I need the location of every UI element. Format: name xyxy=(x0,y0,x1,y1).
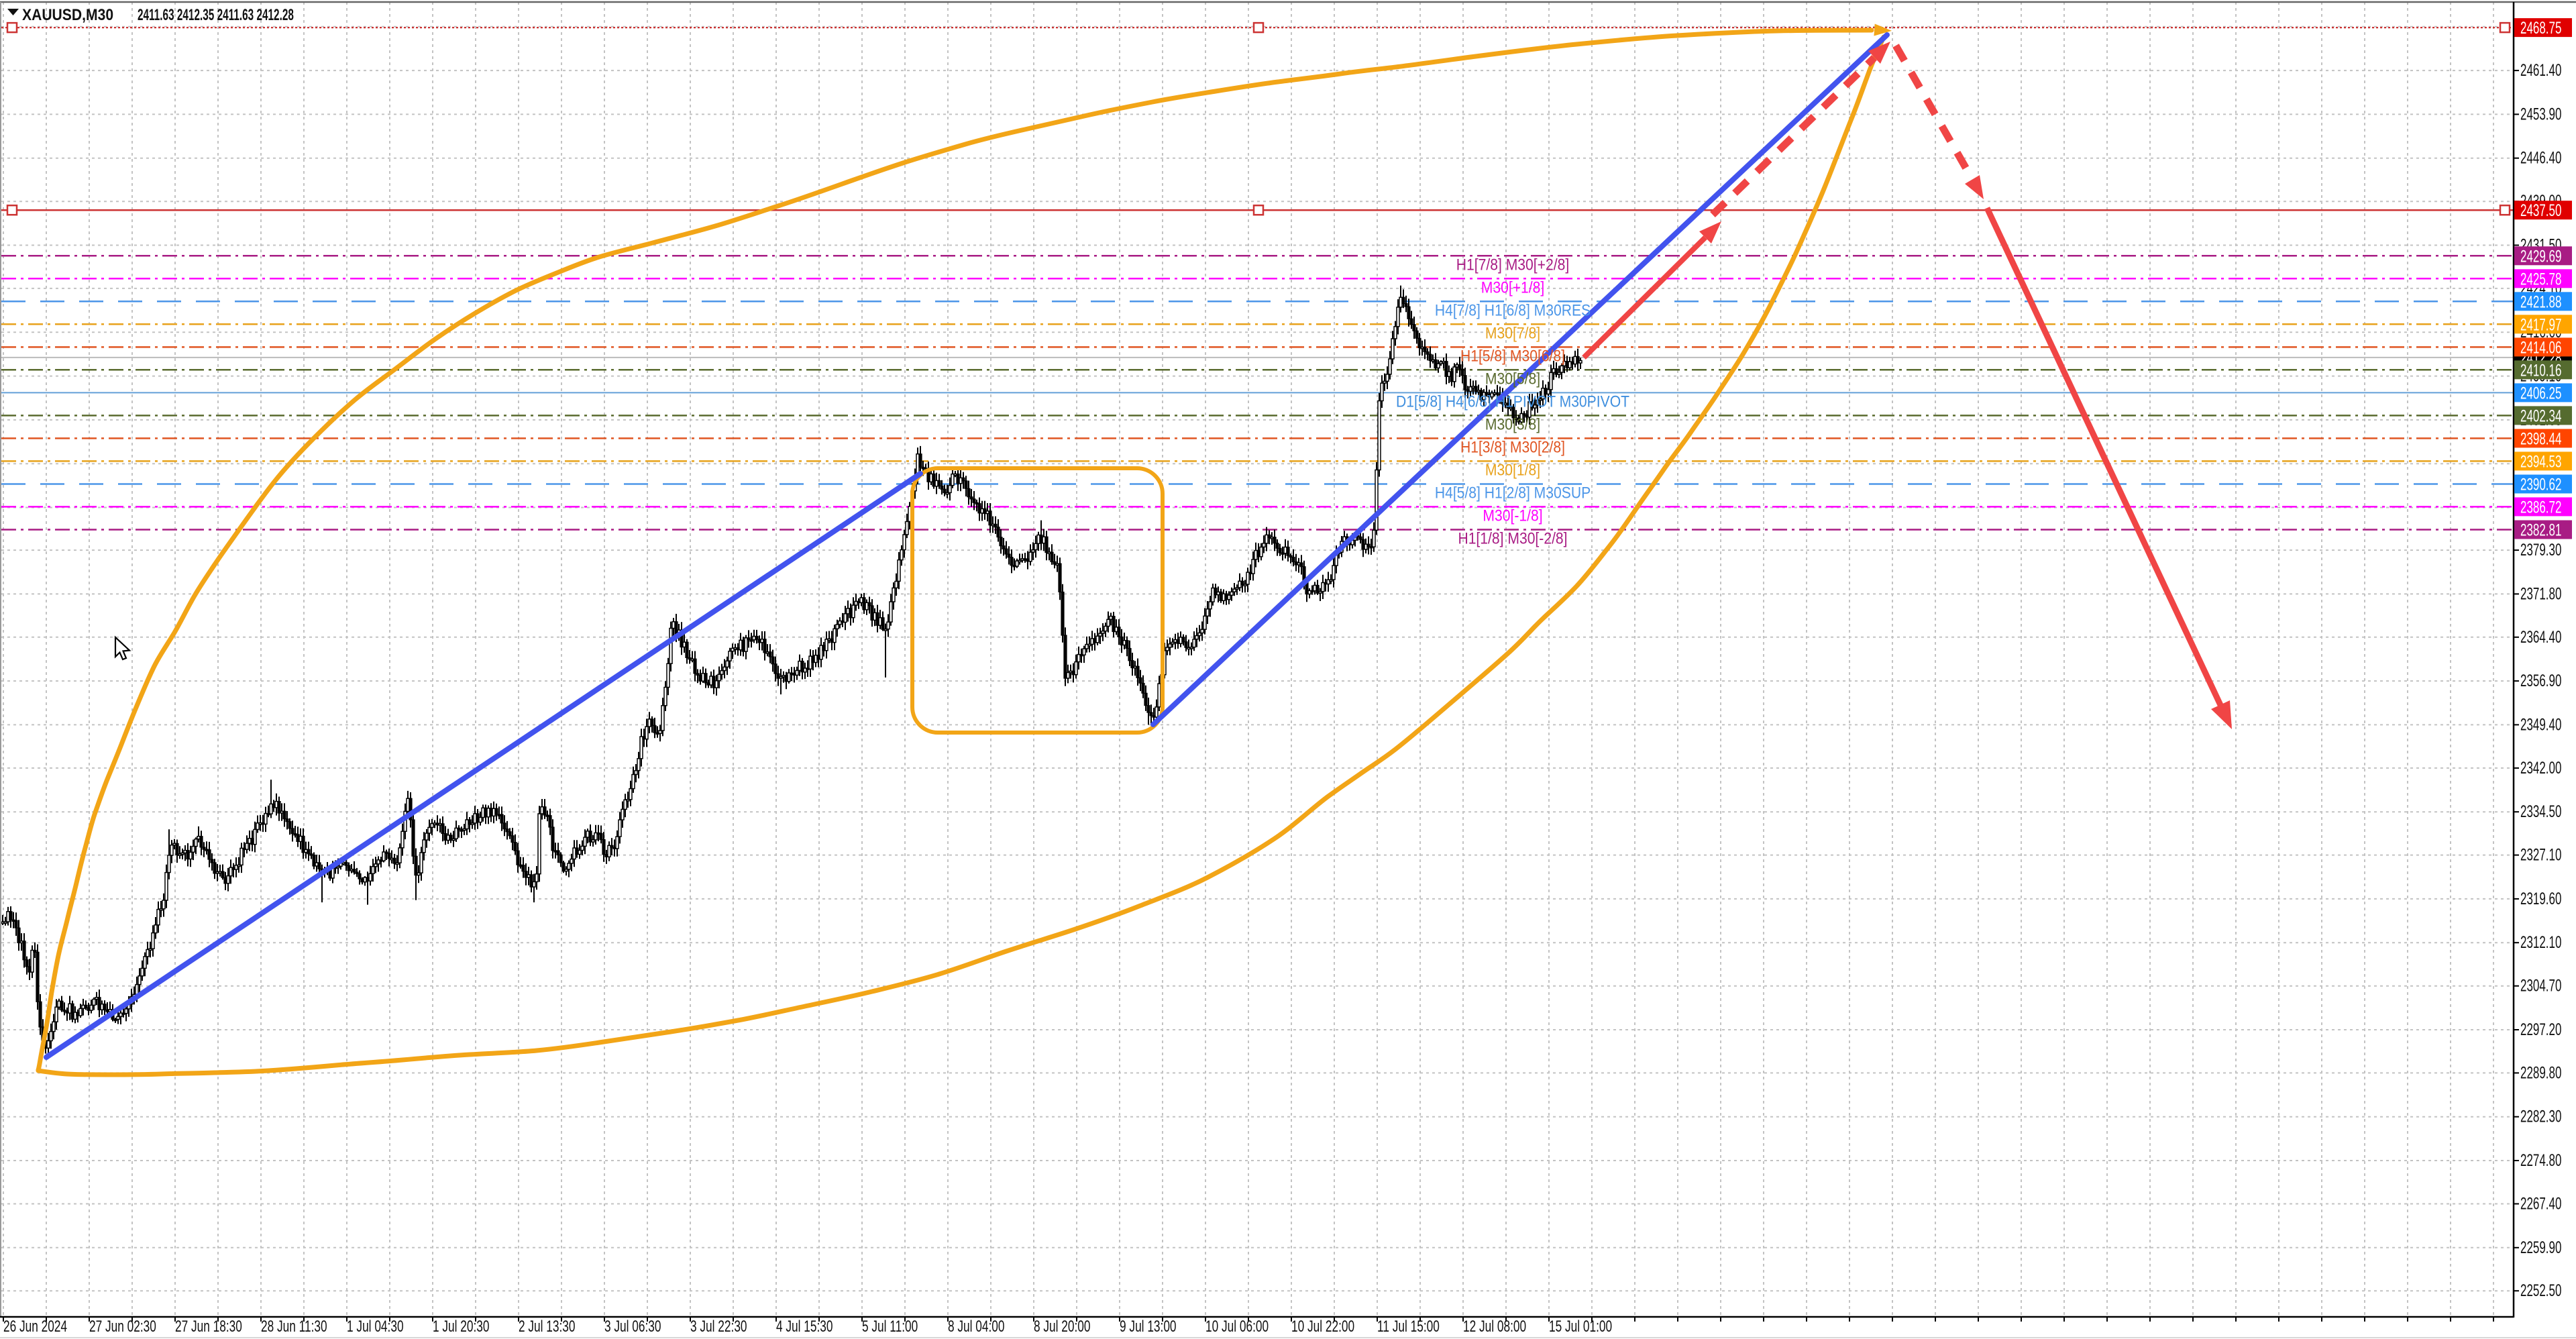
svg-text:2425.78: 2425.78 xyxy=(2520,270,2561,288)
svg-text:4 Jul 15:30: 4 Jul 15:30 xyxy=(776,1318,833,1335)
svg-text:9 Jul 13:00: 9 Jul 13:00 xyxy=(1120,1318,1177,1335)
svg-text:M30[5/8]: M30[5/8] xyxy=(1485,370,1540,388)
svg-text:XAUUSD,M30: XAUUSD,M30 xyxy=(22,6,113,24)
svg-text:26 Jun 2024: 26 Jun 2024 xyxy=(3,1318,67,1335)
svg-text:2437.50: 2437.50 xyxy=(2520,201,2561,220)
svg-text:15 Jul 01:00: 15 Jul 01:00 xyxy=(1549,1318,1612,1335)
svg-text:2453.90: 2453.90 xyxy=(2520,105,2561,123)
svg-text:H4[7/8] H1[6/8] M30RES: H4[7/8] H1[6/8] M30RES xyxy=(1435,301,1591,319)
svg-text:2252.50: 2252.50 xyxy=(2520,1281,2561,1300)
svg-text:2319.60: 2319.60 xyxy=(2520,890,2561,908)
svg-text:M30[-1/8]: M30[-1/8] xyxy=(1483,506,1542,525)
svg-text:2461.40: 2461.40 xyxy=(2520,61,2561,80)
svg-text:10 Jul 22:00: 10 Jul 22:00 xyxy=(1291,1318,1354,1335)
svg-text:2334.50: 2334.50 xyxy=(2520,802,2561,821)
svg-text:2386.72: 2386.72 xyxy=(2520,498,2561,517)
svg-text:H1[7/8] M30[+2/8]: H1[7/8] M30[+2/8] xyxy=(1456,256,1569,274)
svg-text:2410.16: 2410.16 xyxy=(2520,361,2561,380)
svg-text:12 Jul 08:00: 12 Jul 08:00 xyxy=(1463,1318,1526,1335)
svg-text:2342.00: 2342.00 xyxy=(2520,759,2561,778)
svg-text:2364.40: 2364.40 xyxy=(2520,628,2561,647)
svg-text:3 Jul 06:30: 3 Jul 06:30 xyxy=(604,1318,661,1335)
svg-text:2402.34: 2402.34 xyxy=(2520,407,2561,425)
svg-text:2394.53: 2394.53 xyxy=(2520,452,2561,471)
svg-text:2282.30: 2282.30 xyxy=(2520,1107,2561,1126)
svg-text:2414.06: 2414.06 xyxy=(2520,338,2561,357)
svg-text:M30[+1/8]: M30[+1/8] xyxy=(1481,278,1544,297)
svg-text:2417.97: 2417.97 xyxy=(2520,315,2561,334)
svg-text:2446.40: 2446.40 xyxy=(2520,148,2561,167)
svg-text:2274.80: 2274.80 xyxy=(2520,1151,2561,1170)
svg-text:H4[5/8] H1[2/8] M30SUP: H4[5/8] H1[2/8] M30SUP xyxy=(1435,484,1591,502)
svg-text:M30[3/8]: M30[3/8] xyxy=(1485,415,1540,433)
svg-text:3 Jul 22:30: 3 Jul 22:30 xyxy=(690,1318,747,1335)
svg-text:8 Jul 04:00: 8 Jul 04:00 xyxy=(948,1318,1005,1335)
svg-text:D1[5/8] H4[6/8] H1PIVOT M30PIV: D1[5/8] H4[6/8] H1PIVOT M30PIVOT xyxy=(1396,392,1629,411)
svg-text:M30[7/8]: M30[7/8] xyxy=(1485,324,1540,342)
svg-text:8 Jul 20:00: 8 Jul 20:00 xyxy=(1034,1318,1091,1335)
svg-text:27 Jun 18:30: 27 Jun 18:30 xyxy=(175,1318,242,1335)
svg-text:H1[3/8] M30[2/8]: H1[3/8] M30[2/8] xyxy=(1460,438,1565,456)
svg-text:2406.25: 2406.25 xyxy=(2520,384,2561,403)
svg-text:2398.44: 2398.44 xyxy=(2520,429,2561,448)
svg-text:2289.80: 2289.80 xyxy=(2520,1063,2561,1082)
svg-text:2259.90: 2259.90 xyxy=(2520,1238,2561,1257)
svg-text:2267.40: 2267.40 xyxy=(2520,1194,2561,1213)
svg-text:2379.30: 2379.30 xyxy=(2520,541,2561,559)
svg-text:5 Jul 11:00: 5 Jul 11:00 xyxy=(862,1318,918,1335)
svg-text:M30[1/8]: M30[1/8] xyxy=(1485,461,1540,479)
svg-text:27 Jun 02:30: 27 Jun 02:30 xyxy=(89,1318,156,1335)
svg-text:2312.10: 2312.10 xyxy=(2520,933,2561,952)
svg-text:2411.63 2412.35 2411.63 2412.2: 2411.63 2412.35 2411.63 2412.28 xyxy=(138,7,294,24)
svg-text:2421.88: 2421.88 xyxy=(2520,292,2561,311)
svg-text:2390.62: 2390.62 xyxy=(2520,475,2561,494)
svg-text:10 Jul 06:00: 10 Jul 06:00 xyxy=(1205,1318,1269,1335)
svg-text:2382.81: 2382.81 xyxy=(2520,521,2561,539)
svg-text:1 Jul 20:30: 1 Jul 20:30 xyxy=(433,1318,490,1335)
svg-text:H1[5/8] M30[6/8]: H1[5/8] M30[6/8] xyxy=(1460,347,1565,365)
svg-text:2349.40: 2349.40 xyxy=(2520,715,2561,734)
svg-text:2297.20: 2297.20 xyxy=(2520,1020,2561,1039)
svg-text:28 Jun 11:30: 28 Jun 11:30 xyxy=(261,1318,327,1335)
svg-text:2356.90: 2356.90 xyxy=(2520,672,2561,690)
svg-text:2468.75: 2468.75 xyxy=(2520,19,2561,38)
svg-text:2371.80: 2371.80 xyxy=(2520,584,2561,603)
svg-text:2 Jul 13:30: 2 Jul 13:30 xyxy=(519,1318,576,1335)
svg-text:1 Jul 04:30: 1 Jul 04:30 xyxy=(347,1318,404,1335)
svg-text:2304.70: 2304.70 xyxy=(2520,976,2561,995)
svg-text:2327.10: 2327.10 xyxy=(2520,845,2561,864)
svg-text:2429.69: 2429.69 xyxy=(2520,247,2561,266)
svg-text:11 Jul 15:00: 11 Jul 15:00 xyxy=(1377,1318,1440,1335)
svg-text:H1[1/8] M30[-2/8]: H1[1/8] M30[-2/8] xyxy=(1458,529,1567,547)
